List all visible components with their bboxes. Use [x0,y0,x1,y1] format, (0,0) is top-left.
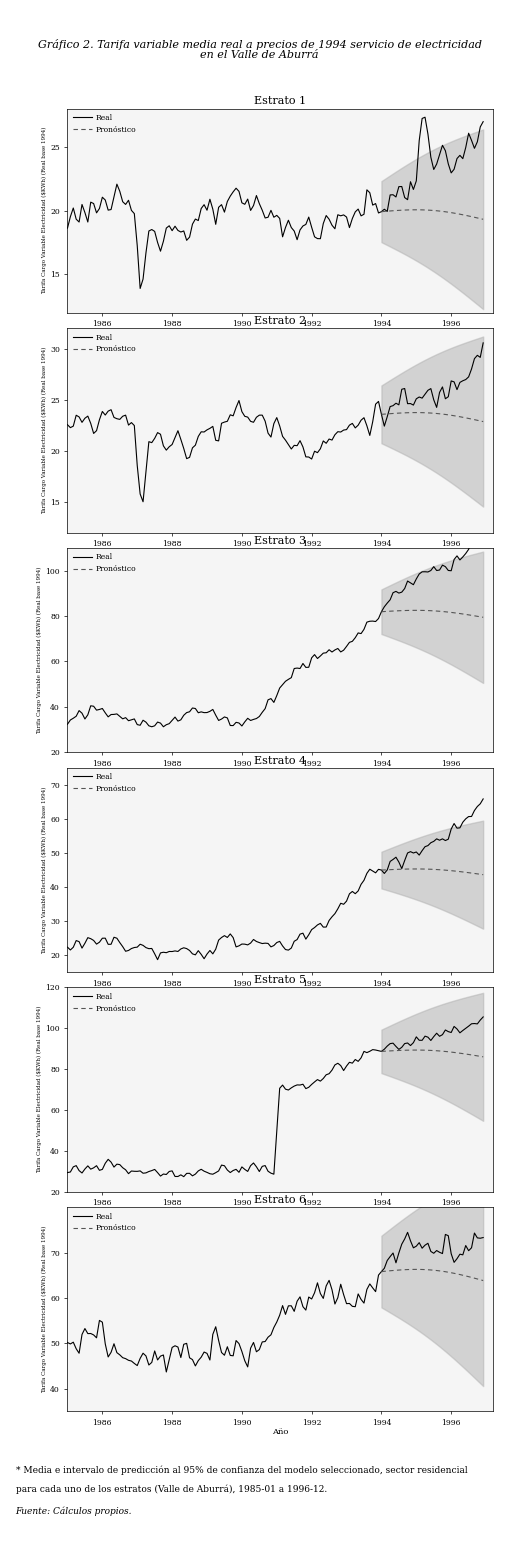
Text: para cada uno de los estratos (Valle de Aburrá), 1985-01 a 1996-12.: para cada uno de los estratos (Valle de … [16,1484,327,1494]
X-axis label: Año: Año [272,1428,289,1436]
Y-axis label: Tarifa Cargo Variable Electricidad ($KWh) (Real base 1994): Tarifa Cargo Variable Electricidad ($KWh… [42,127,47,295]
Title: Estrato 1: Estrato 1 [254,96,306,107]
Title: Estrato 3: Estrato 3 [254,535,306,546]
Legend: Real, Pronóstico: Real, Pronóstico [70,769,140,796]
Legend: Real, Pronóstico: Real, Pronóstico [70,1210,140,1236]
Y-axis label: Tarifa Cargo Variable Electricidad ($KWh) (Real base 1994): Tarifa Cargo Variable Electricidad ($KWh… [37,566,43,734]
Y-axis label: Tarifa Cargo Variable Electricidad ($KWh) (Real base 1994): Tarifa Cargo Variable Electricidad ($KWh… [42,1225,47,1393]
Legend: Real, Pronóstico: Real, Pronóstico [70,110,140,136]
Legend: Real, Pronóstico: Real, Pronóstico [70,551,140,577]
Legend: Real, Pronóstico: Real, Pronóstico [70,990,140,1016]
Title: Estrato 5: Estrato 5 [254,976,306,985]
Y-axis label: Tarifa Cargo Variable Electricidad ($KWh) (Real base 1994): Tarifa Cargo Variable Electricidad ($KWh… [37,1007,43,1173]
Text: * Media e intervalo de predicción al 95% de confianza del modelo seleccionado, s: * Media e intervalo de predicción al 95%… [16,1466,467,1475]
Title: Estrato 6: Estrato 6 [254,1194,306,1205]
Title: Estrato 2: Estrato 2 [254,316,306,326]
Text: en el Valle de Aburrá: en el Valle de Aburrá [200,50,319,59]
Title: Estrato 4: Estrato 4 [254,755,306,766]
Text: Gráfico 2. Tarifa variable media real a precios de 1994 servicio de electricidad: Gráfico 2. Tarifa variable media real a … [37,39,482,50]
Legend: Real, Pronóstico: Real, Pronóstico [70,330,140,357]
Text: Fuente: Cálculos propios.: Fuente: Cálculos propios. [16,1506,132,1515]
Y-axis label: Tarifa Cargo Variable Electricidad ($KWh) (Real base 1994): Tarifa Cargo Variable Electricidad ($KWh… [42,347,47,513]
Y-axis label: Tarifa Cargo Variable Electricidad ($KWh) (Real base 1994): Tarifa Cargo Variable Electricidad ($KWh… [42,786,47,954]
